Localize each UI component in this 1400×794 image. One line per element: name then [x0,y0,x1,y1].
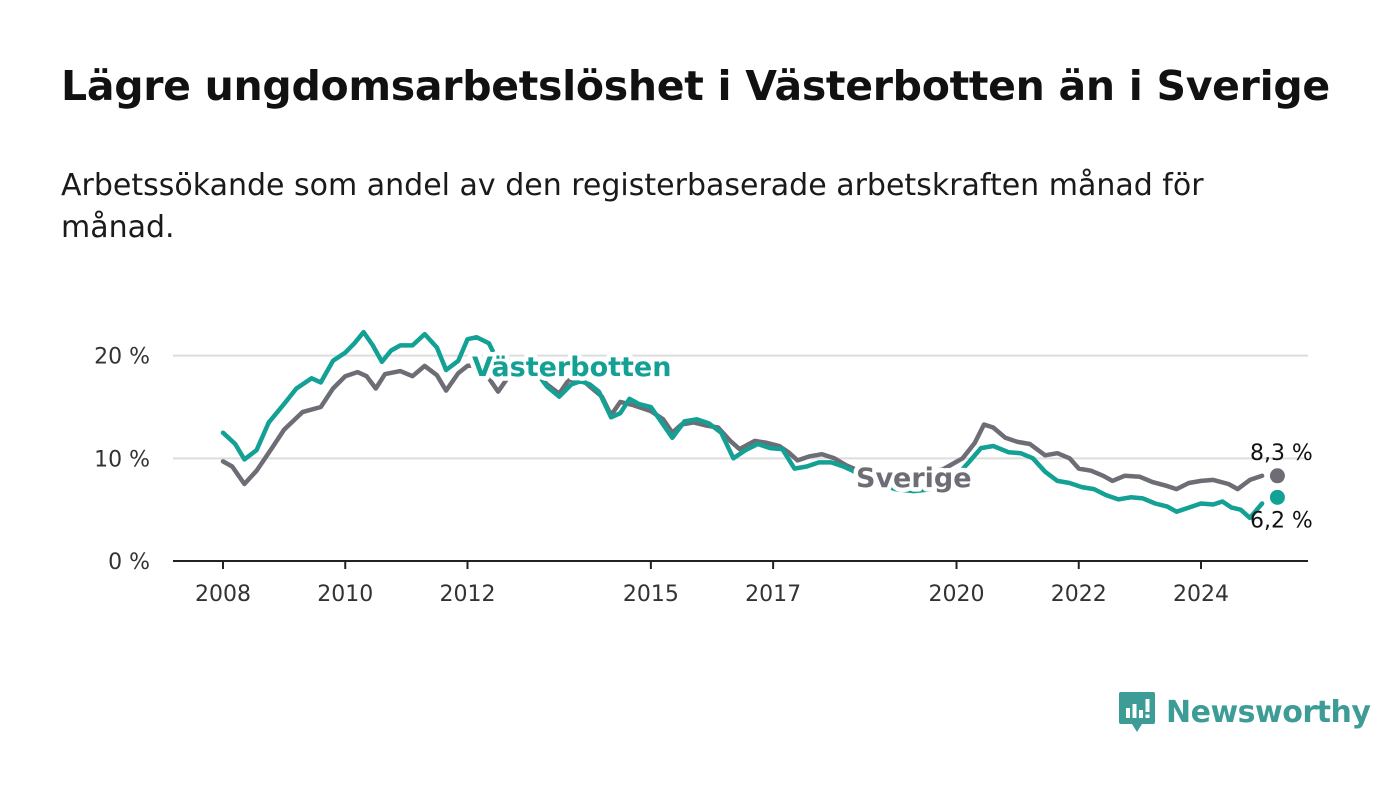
end-value-label: 6,2 % [1250,508,1313,533]
series-line-1 [220,329,1265,521]
series-end-point-1 [1269,489,1285,505]
x-tick-label: 2012 [440,582,496,607]
bar-chart-logo-icon [1119,692,1155,732]
y-tick-label: 0 % [108,550,150,575]
series-name-label-0: Västerbotten [472,352,671,383]
x-tick-label: 2010 [317,582,373,607]
series-name-label-1: Sverige [856,463,972,494]
series-end-point-0 [1269,468,1285,484]
series-line-0 [220,362,1265,492]
x-tick-label: 2024 [1173,582,1229,607]
brand-logo: Newsworthy [1118,690,1371,734]
end-value-label: 8,3 % [1250,441,1313,466]
chart-subtitle: Arbetssökande som andel av den registerb… [61,168,1204,245]
x-tick-label: 2022 [1051,582,1107,607]
x-tick-label: 2015 [623,582,679,607]
x-tick-label: 2008 [195,582,251,607]
y-tick-label: 10 % [94,447,150,472]
x-tick-label: 2017 [745,582,801,607]
x-tick-label: 2020 [929,582,985,607]
y-tick-label: 20 % [94,345,150,370]
brand-name: Newsworthy [1166,694,1371,730]
chart-title: Lägre ungdomsarbetslöshet i Västerbotten… [61,62,1330,110]
